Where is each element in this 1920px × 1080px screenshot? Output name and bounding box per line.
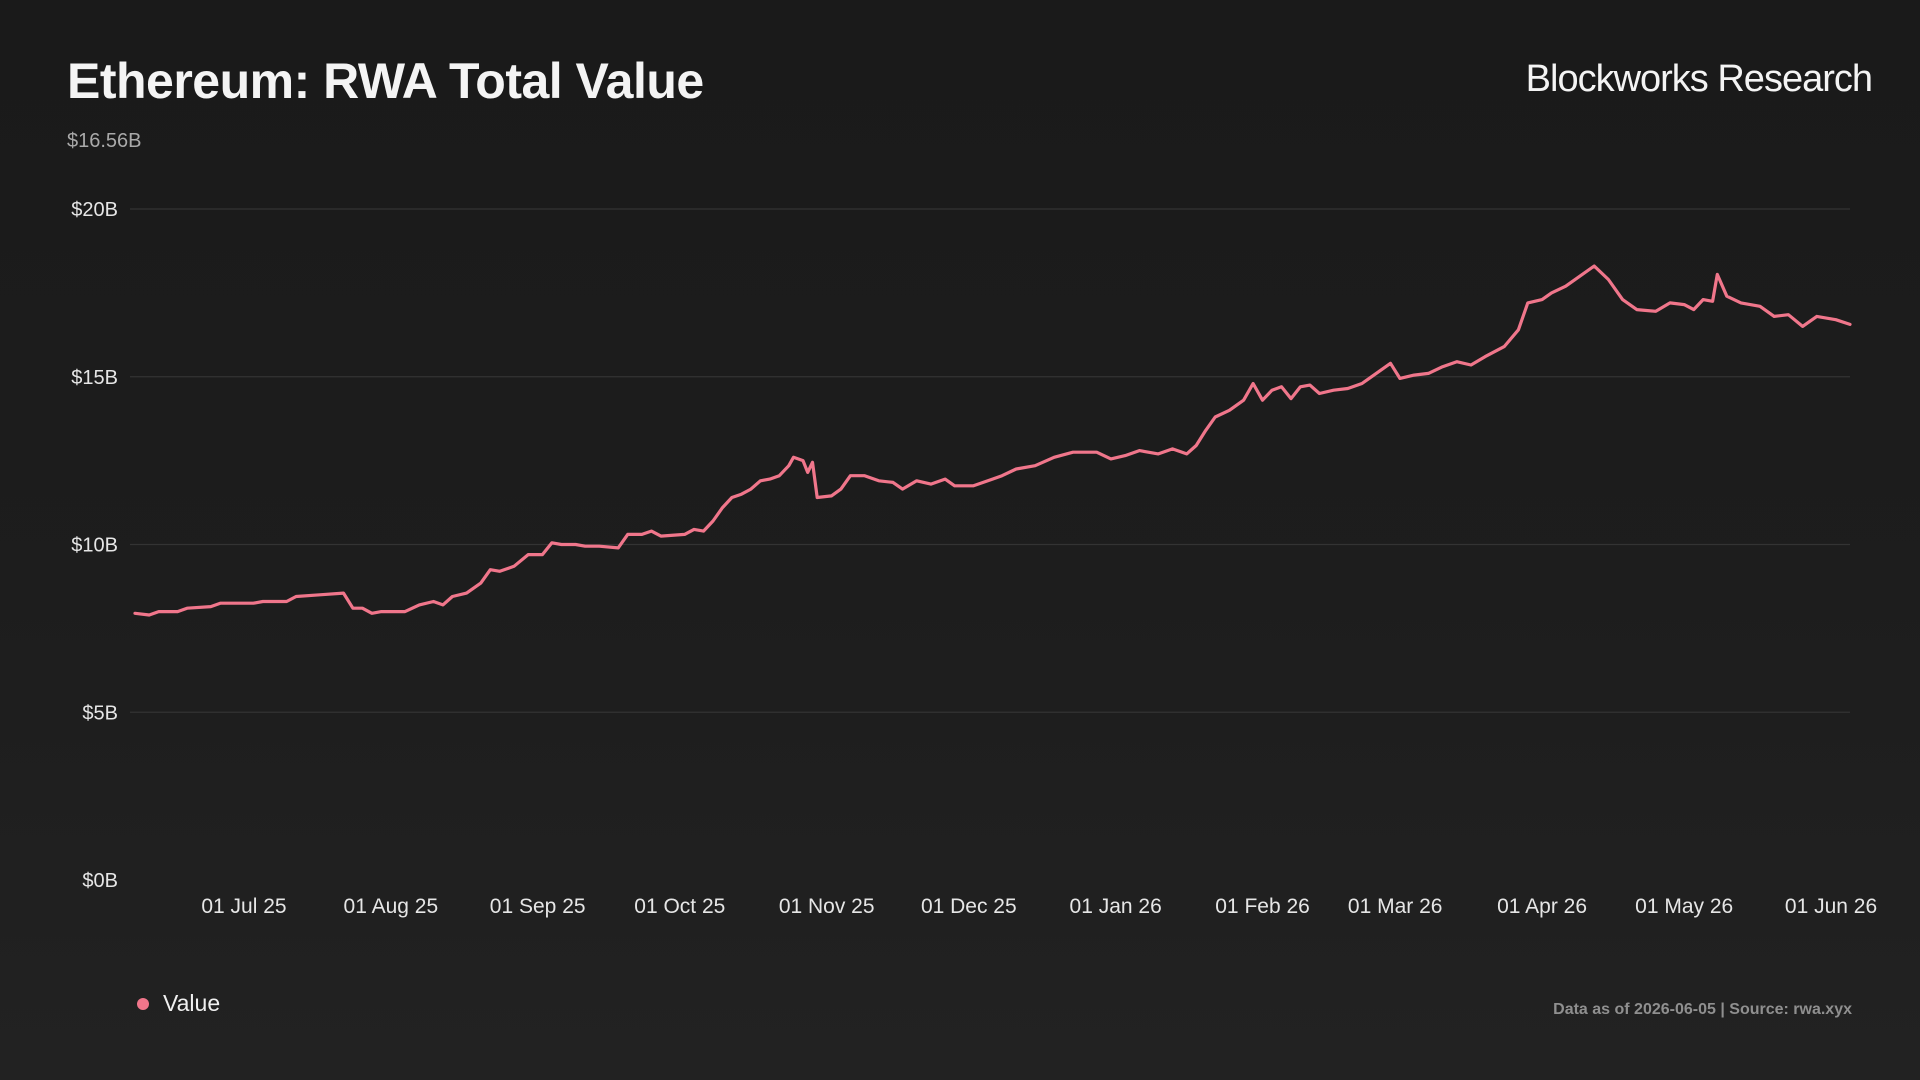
y-tick-label: $5B — [82, 702, 118, 724]
x-tick-label: 01 Sep 25 — [490, 895, 586, 918]
x-tick-label: 01 Jun 26 — [1785, 895, 1877, 918]
x-tick-label: 01 Dec 25 — [921, 895, 1017, 918]
y-tick-label: $10B — [71, 535, 118, 557]
x-tick-label: 01 Mar 26 — [1348, 895, 1443, 918]
gridlines — [130, 208, 1850, 713]
x-tick-label: 01 Aug 25 — [344, 895, 439, 918]
x-axis-ticks: 01 Jul 25 01 Aug 25 01 Sep 25 01 Oct 25 01 N… — [201, 895, 1877, 918]
y-tick-label: $0B — [82, 870, 118, 892]
y-axis-ticks: $0B $5B $10B $15B $20B — [71, 199, 118, 892]
brand-wordmark: Blockworks Research — [1525, 58, 1873, 100]
x-tick-label: 01 Jul 25 — [201, 895, 286, 918]
legend-swatch — [137, 997, 149, 1010]
x-tick-label: 01 Oct 25 — [634, 895, 725, 918]
source-note: Data as of 2026-06-05 | Source: rwa.xyx — [1553, 1001, 1852, 1018]
series-lines — [133, 264, 1852, 617]
y-tick-label: $20B — [71, 199, 118, 221]
y-tick-label: $15B — [71, 367, 118, 389]
x-tick-label: 01 Apr 26 — [1497, 895, 1587, 918]
x-tick-label: 01 Feb 26 — [1215, 895, 1310, 918]
legend[interactable]: Value — [137, 990, 220, 1017]
x-tick-label: 01 Nov 25 — [779, 895, 875, 918]
x-tick-label: 01 Jan 26 — [1070, 895, 1162, 918]
series-line-value[interactable] — [133, 264, 1852, 617]
legend-label: Value — [163, 990, 221, 1016]
x-tick-label: 01 May 26 — [1635, 895, 1733, 918]
chart-title: Ethereum: RWA Total Value — [67, 53, 704, 109]
latest-value: $16.56B — [67, 130, 142, 152]
